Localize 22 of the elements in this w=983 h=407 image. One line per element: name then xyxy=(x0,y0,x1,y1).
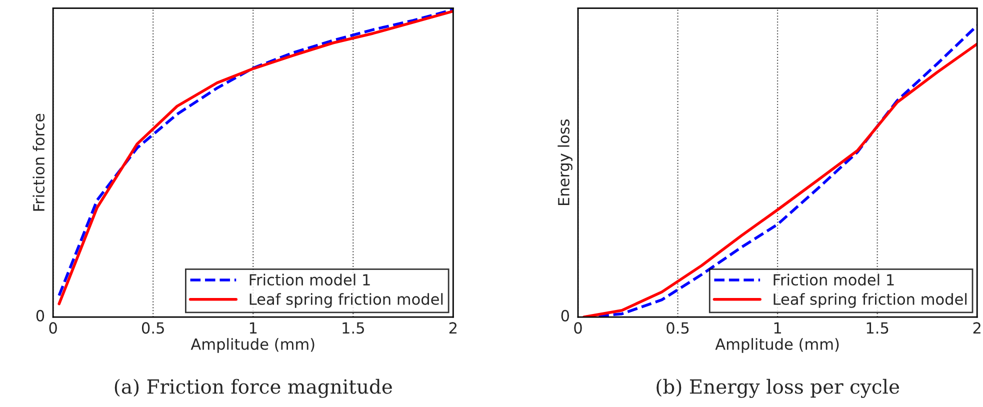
legend-label: Friction model 1 xyxy=(774,274,894,286)
y-axis-title: Friction force xyxy=(32,114,45,211)
x-tick-label: 0 xyxy=(49,322,57,334)
x-tick-label: 1.5 xyxy=(342,322,364,334)
text: (a) Friction force magnitude xyxy=(114,378,392,398)
text: 0 xyxy=(561,310,570,322)
x-tick-label: 0.5 xyxy=(142,322,164,334)
y-axis-title: Energy loss xyxy=(558,119,572,206)
x-tick-label: 0 xyxy=(574,322,582,334)
x-tick-label: 1.5 xyxy=(866,322,888,334)
text: 0 xyxy=(36,310,44,322)
legend-label: Leaf spring friction model xyxy=(250,293,443,308)
x-tick-label: 2 xyxy=(973,322,980,334)
legend-label: Friction model 1 xyxy=(250,274,370,286)
x-tick-label: 1 xyxy=(250,322,257,334)
x-tick-label: 1 xyxy=(774,322,781,334)
x-axis-title: Amplitude (mm) xyxy=(190,338,314,353)
legend-label: Leaf spring friction model xyxy=(774,293,967,308)
text: (b) Energy loss per cycle xyxy=(656,378,900,398)
x-tick-label: 2 xyxy=(449,322,456,334)
x-axis-title: Amplitude (mm) xyxy=(715,338,839,353)
x-tick-label: 0.5 xyxy=(666,322,689,334)
